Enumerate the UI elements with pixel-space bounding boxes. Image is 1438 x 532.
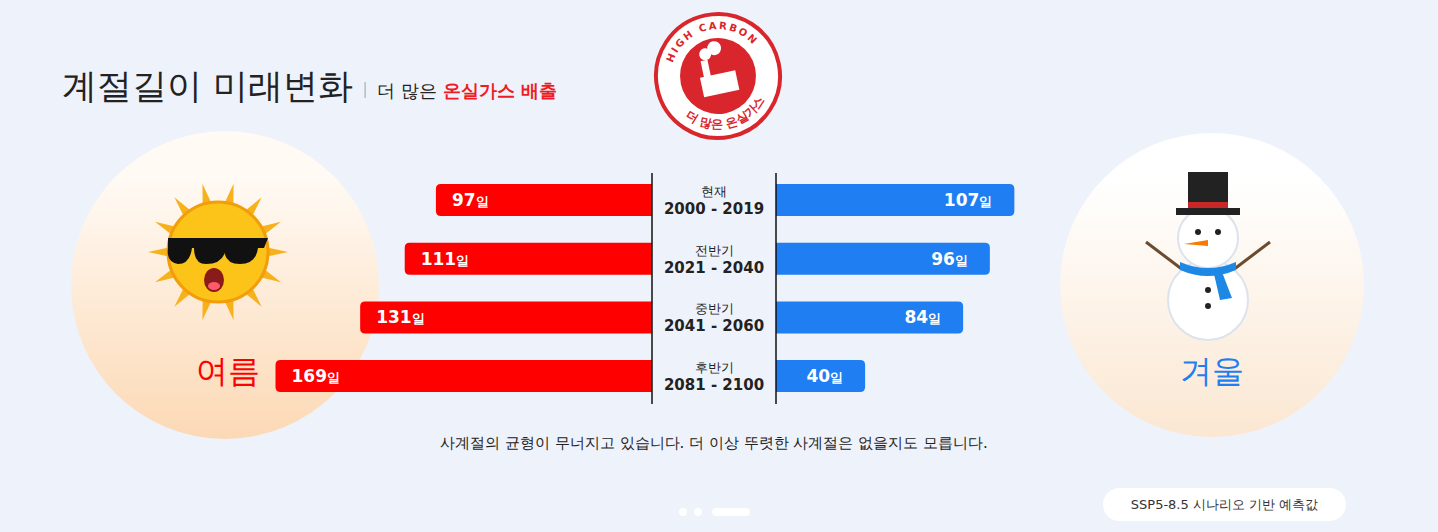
category-line: 전반기 (695, 243, 734, 258)
data-label-number: 96 (931, 249, 955, 269)
data-label: 96일 (931, 249, 968, 269)
bar (776, 243, 990, 275)
scenario-pill (1103, 488, 1346, 521)
title: 계절길이 미래변화 (62, 66, 353, 106)
snowman-arm (1233, 242, 1270, 270)
sun-icon (148, 184, 288, 320)
stamp: HIGH CARBON 더 많은 온실가스 (644, 2, 791, 149)
data-label-unit: 일 (979, 194, 992, 209)
snowman-nose (1184, 240, 1208, 246)
data-label-number: 111 (421, 249, 457, 269)
snowman-body (1168, 260, 1248, 340)
snowman-hat-band (1188, 202, 1228, 208)
data-label-unit: 일 (928, 311, 941, 326)
category-line: 후반기 (695, 360, 734, 375)
stamp-text-path: HIGH CARBON (658, 11, 761, 66)
data-label-unit: 일 (955, 253, 968, 268)
bar (776, 184, 1014, 216)
data-label: 40일 (806, 366, 843, 386)
stamp-icon (706, 40, 723, 57)
data-label-number: 131 (376, 307, 412, 327)
snowman-button (1205, 287, 1211, 293)
separator (364, 82, 366, 98)
data-label: 84일 (904, 307, 941, 327)
data-label: 111일 (421, 249, 470, 269)
bar (276, 360, 652, 392)
stamp-ring (644, 2, 791, 149)
snowman-arm (1146, 242, 1183, 270)
stamp-text-path: 더 많은 온실가스 (681, 92, 771, 139)
subtitle-part: 더 많은 (377, 80, 442, 101)
chart: 계절길이 미래변화 더 많은 온실가스 배출 HIGH CARBON 더 많은 온실가… (0, 0, 1438, 532)
category-label: 전반기2021 - 2040 (664, 243, 764, 277)
category-line: 2000 - 2019 (664, 200, 764, 218)
background (0, 0, 1438, 532)
summer-circle (71, 131, 379, 439)
page-dot (679, 508, 687, 516)
sun-tongue (208, 282, 220, 290)
data-label: 97일 (452, 190, 489, 210)
axis-line (775, 173, 777, 404)
data-label-unit: 일 (412, 311, 425, 326)
stamp-text: HIGH CARBON (658, 11, 761, 66)
sunglasses (168, 238, 268, 264)
category-line: 중반기 (695, 301, 734, 316)
bars-left (276, 184, 652, 392)
data-label: 131일 (376, 307, 425, 327)
category-label: 중반기2041 - 2060 (664, 301, 764, 335)
page-dot (694, 508, 702, 516)
data-label-number: 84 (904, 307, 928, 327)
category-line: 2021 - 2040 (664, 259, 764, 277)
category-label: 현재2000 - 2019 (664, 184, 764, 218)
axis-line (651, 173, 653, 404)
category-line: 현재 (701, 184, 727, 199)
data-label-unit: 일 (830, 370, 843, 385)
data-label-unit: 일 (456, 253, 469, 268)
snowman-hat (1188, 172, 1228, 210)
bar (776, 301, 963, 333)
data-label-unit: 일 (327, 370, 340, 385)
scenario: SSP5-8.5 시나리오 기반 예측값 (1131, 497, 1318, 512)
category-line: 2041 - 2060 (664, 317, 764, 335)
subtitle: 더 많은 온실가스 배출 (377, 80, 557, 101)
bar (436, 184, 652, 216)
stamp-text: 더 많은 온실가스 (681, 92, 771, 139)
subtitle-highlight: 온실가스 배출 (443, 80, 557, 101)
page-dot-active (712, 508, 750, 516)
bar (776, 360, 865, 392)
bars-right (776, 184, 1014, 392)
snowman-eye (1215, 229, 1221, 235)
series-name: 겨울 (1180, 352, 1244, 390)
category-line: 2081 - 2100 (664, 376, 764, 394)
note: 사계절의 균형이 무너지고 있습니다. 더 이상 뚜렷한 사계절은 없을지도 모… (440, 434, 987, 452)
snowman-icon (1146, 172, 1270, 340)
data-label-number: 97 (452, 190, 476, 210)
snowman-button (1205, 303, 1211, 309)
bar (360, 301, 652, 333)
series-name: 여름 (196, 352, 260, 390)
category-label: 후반기2081 - 2100 (664, 360, 764, 394)
sunglasses (224, 248, 258, 264)
bar (405, 243, 652, 275)
sun-face (168, 202, 268, 302)
data-label-number: 40 (806, 366, 830, 386)
snowman-scarf (1214, 272, 1232, 300)
data-label-unit: 일 (476, 194, 489, 209)
data-label: 169일 (292, 366, 341, 386)
data-label-number: 169 (292, 366, 328, 386)
sun-mouth (204, 268, 224, 292)
snowman-eye (1195, 229, 1201, 235)
data-label: 107일 (944, 190, 993, 210)
stamp-icon (701, 60, 712, 79)
data-labels: 97일111일131일169일107일96일84일40일 (292, 190, 993, 386)
winter-circle (1060, 133, 1364, 437)
snowman-head (1178, 208, 1238, 268)
snowman-scarf (1180, 262, 1236, 276)
data-label-number: 107 (944, 190, 980, 210)
